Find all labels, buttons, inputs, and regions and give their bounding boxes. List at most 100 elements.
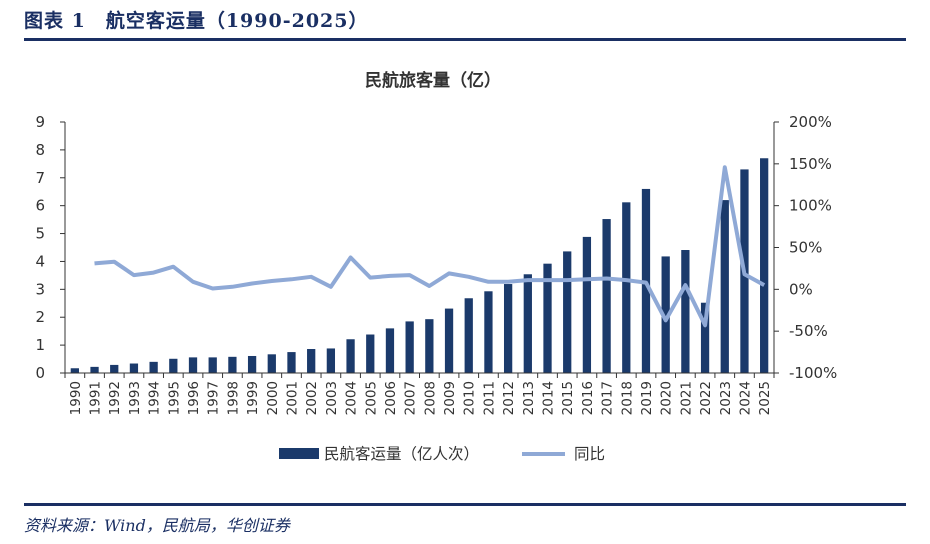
bar-2001	[287, 352, 296, 373]
bar-1990	[70, 368, 79, 373]
bar-2021	[681, 250, 690, 373]
line-series	[94, 165, 766, 328]
x-tick-label-2001: 2001	[285, 381, 301, 415]
x-tick-label-1993: 1993	[127, 381, 143, 415]
y-left-ticks: 0 1 2 3 4 5 6 7 8 9	[35, 113, 65, 382]
x-tick-label-2020: 2020	[659, 381, 675, 415]
x-tick-label-2018: 2018	[619, 381, 635, 415]
x-tick-label-1996: 1996	[186, 381, 202, 415]
x-tick-label-2006: 2006	[383, 381, 399, 415]
bar-2010	[464, 298, 473, 373]
bar-1998	[228, 356, 237, 373]
bar-1997	[208, 357, 217, 373]
x-tick-label-1992: 1992	[107, 381, 123, 415]
chart-title: 民航旅客量（亿）	[365, 70, 501, 91]
x-tick-label-1998: 1998	[225, 381, 241, 415]
top-rule	[24, 38, 906, 41]
x-tick-label-2023: 2023	[718, 381, 734, 415]
x-tick-label-2008: 2008	[422, 381, 438, 415]
source-note: 资料来源：Wind，民航局，华创证券	[24, 516, 290, 535]
x-ticks: 1990 1991 1992 1993 1994 1995 1996 1997 1998 1999…	[64, 373, 775, 415]
y-left-tick-label: 6	[35, 197, 45, 215]
x-tick-label-1995: 1995	[166, 381, 182, 415]
bar-1995	[169, 358, 178, 373]
bar-2025	[760, 158, 769, 373]
y-left-tick-label: 5	[35, 225, 45, 243]
x-tick-label-2009: 2009	[442, 381, 458, 415]
bar-1999	[247, 355, 257, 373]
x-tick-label-2005: 2005	[363, 381, 379, 415]
bar-1996	[188, 357, 198, 373]
bar-2004	[346, 339, 355, 373]
bar-2017	[602, 219, 611, 373]
x-tick-label-2011: 2011	[481, 381, 497, 415]
x-tick-label-2014: 2014	[541, 381, 557, 415]
bar-2002	[307, 349, 316, 373]
chart: 民航旅客量（亿） 0 1 2 3 4 5 6 7 8 9 -100% -50% 0% 50% 100% 15…	[35, 70, 837, 463]
bar-2006	[385, 328, 395, 373]
x-tick-label-1997: 1997	[206, 381, 222, 415]
bar-2009	[444, 308, 454, 373]
y-right-ticks: -100% -50% 0% 50% 100% 150% 200%	[774, 113, 837, 382]
bar-2000	[267, 354, 276, 373]
bar-2008	[425, 319, 434, 373]
x-tick-label-2000: 2000	[265, 381, 281, 415]
legend-label-bar: 民航客运量（亿人次）	[324, 445, 479, 463]
bar-1992	[110, 364, 119, 373]
legend-swatch-bar	[279, 448, 319, 459]
y-right-tick-label: 0%	[789, 280, 813, 298]
bar-2023	[720, 200, 729, 373]
x-tick-label-1994: 1994	[147, 381, 163, 415]
bar-2005	[366, 334, 375, 373]
figure-title: 图表 1 航空客运量（1990-2025）	[24, 10, 369, 32]
x-tick-label-1999: 1999	[245, 381, 261, 415]
x-tick-label-2022: 2022	[698, 381, 714, 415]
bottom-rule	[24, 503, 906, 506]
y-left-tick-label: 0	[35, 364, 45, 382]
x-tick-label-2002: 2002	[304, 381, 320, 415]
bar-2012	[503, 284, 513, 373]
x-tick-label-2025: 2025	[757, 381, 773, 415]
y-right-tick-label: 150%	[789, 155, 832, 173]
x-tick-label-1990: 1990	[68, 381, 84, 415]
y-left-tick-label: 9	[35, 113, 45, 131]
bar-2003	[326, 348, 336, 373]
bar-1993	[129, 363, 139, 373]
y-left-tick-label: 7	[35, 169, 45, 187]
bar-2013	[523, 274, 532, 373]
x-tick-label-2015: 2015	[560, 381, 576, 415]
bar-2011	[484, 291, 493, 373]
x-tick-label-2013: 2013	[521, 381, 537, 415]
y-right-tick-label: -100%	[789, 364, 837, 382]
y-left-tick-label: 3	[35, 280, 45, 298]
x-tick-label-2012: 2012	[501, 381, 517, 415]
bar-1991	[90, 366, 99, 373]
yoy-line	[94, 165, 766, 328]
x-tick-label-2024: 2024	[738, 381, 754, 415]
x-tick-label-2017: 2017	[600, 381, 616, 415]
x-tick-label-2021: 2021	[678, 381, 694, 415]
bar-series	[70, 158, 769, 373]
y-right-tick-label: 200%	[789, 113, 832, 131]
x-tick-label-1991: 1991	[88, 381, 104, 415]
y-right-tick-label: 50%	[789, 239, 822, 257]
bar-2007	[405, 321, 414, 373]
y-left-tick-label: 4	[35, 252, 45, 270]
x-tick-label-2003: 2003	[324, 381, 340, 415]
y-left-tick-label: 2	[35, 308, 45, 326]
x-tick-label-2007: 2007	[403, 381, 419, 415]
legend-label-line: 同比	[574, 445, 605, 463]
y-right-tick-label: 100%	[789, 197, 832, 215]
y-right-tick-label: -50%	[789, 322, 828, 340]
bar-2016	[582, 236, 592, 373]
bar-1994	[149, 361, 158, 373]
x-tick-label-2019: 2019	[639, 381, 655, 415]
legend: 民航客运量（亿人次） 同比	[279, 445, 605, 463]
x-tick-label-2004: 2004	[344, 381, 360, 415]
y-left-tick-label: 1	[35, 336, 45, 354]
x-tick-label-2016: 2016	[580, 381, 596, 415]
x-tick-label-2010: 2010	[462, 381, 478, 415]
y-left-tick-label: 8	[35, 141, 45, 159]
bar-2020	[661, 256, 670, 373]
bar-2014	[543, 263, 552, 373]
